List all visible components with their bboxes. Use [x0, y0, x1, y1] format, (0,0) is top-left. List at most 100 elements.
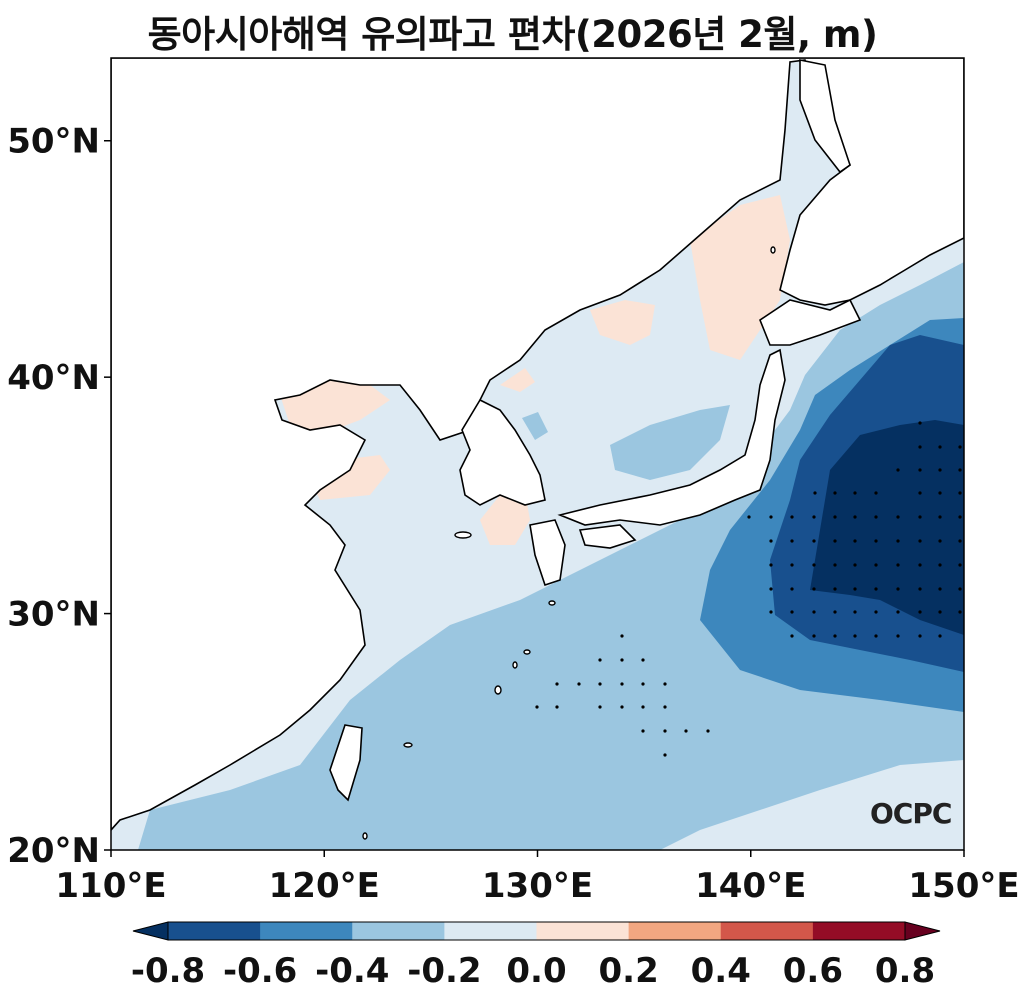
significance-dot: [577, 682, 581, 686]
significance-dot: [938, 610, 942, 614]
x-tick-label: 150°E: [908, 866, 1019, 906]
significance-dot: [663, 705, 667, 709]
significance-dot: [853, 491, 857, 495]
significance-dot: [938, 491, 942, 495]
colorbar-tick-label: -0.4: [315, 951, 389, 991]
significance-dot: [918, 468, 922, 472]
colorbar-segment: [260, 922, 353, 940]
significance-dot: [790, 587, 794, 591]
significance-dot: [896, 563, 900, 567]
anomaly-contour-neg02-patch: [522, 412, 548, 440]
land-sakhalin: [799, 59, 851, 174]
significance-dot: [918, 445, 922, 449]
land-japan-kyushu: [529, 519, 566, 587]
significance-dot: [938, 515, 942, 519]
significance-dot: [874, 539, 878, 543]
significance-dot: [620, 634, 624, 638]
significance-dot: [958, 587, 962, 591]
significance-dot: [958, 491, 962, 495]
colorbar-tick-label: -0.6: [223, 951, 297, 991]
significance-dot: [620, 682, 624, 686]
colorbar-segment: [720, 922, 814, 940]
significance-dot: [684, 729, 688, 733]
significance-dot: [938, 563, 942, 567]
significance-dot: [663, 682, 667, 686]
land-japan-shikoku: [578, 524, 637, 549]
significance-dot: [790, 539, 794, 543]
significance-dot: [813, 491, 817, 495]
significance-dot: [938, 445, 942, 449]
x-tick-label: 140°E: [695, 866, 806, 906]
significance-dot: [958, 539, 962, 543]
significance-dot: [896, 515, 900, 519]
significance-dot: [918, 587, 922, 591]
significance-dot: [790, 563, 794, 567]
significance-dot: [918, 539, 922, 543]
colorbar-segment: [812, 922, 906, 940]
colorbar-segment: [168, 922, 261, 940]
x-tick-label: 120°E: [269, 866, 380, 906]
anomaly-contour-pos00-d: [310, 455, 390, 500]
small-islands: [362, 246, 776, 840]
colorbar-tick-label: -0.2: [407, 951, 481, 991]
colorbar: [132, 921, 941, 941]
significance-dot: [874, 491, 878, 495]
anomaly-contour-pos00-e: [480, 492, 530, 545]
significance-dot: [833, 515, 837, 519]
colorbar-ticks: -0.8 -0.6 -0.4 -0.2 0.0 0.2 0.4 0.6 0.8: [131, 951, 935, 991]
significance-stippling: [535, 421, 962, 757]
significance-dot: [833, 610, 837, 614]
y-tick-label: 20°N: [7, 831, 100, 871]
significance-dot: [747, 515, 751, 519]
significance-dot: [896, 468, 900, 472]
anomaly-contour-pos00-f: [500, 368, 535, 392]
significance-dot: [555, 705, 559, 709]
significance-dot: [918, 421, 922, 425]
significance-dot: [769, 610, 773, 614]
anomaly-contour-neg02-sea: [610, 405, 730, 480]
significance-dot: [874, 587, 878, 591]
colorbar-segment: [536, 922, 630, 940]
ocpc-logo: OCPC: [870, 797, 952, 830]
significance-dot: [958, 563, 962, 567]
significance-dot: [620, 705, 624, 709]
y-tick-label: 30°N: [7, 595, 100, 635]
significance-dot: [938, 468, 942, 472]
colorbar-segment: [628, 922, 722, 940]
significance-dot: [918, 610, 922, 614]
significance-dot: [833, 563, 837, 567]
significance-dot: [896, 539, 900, 543]
significance-dot: [874, 563, 878, 567]
significance-dot: [874, 634, 878, 638]
significance-dot: [918, 563, 922, 567]
significance-dot: [790, 634, 794, 638]
colorbar-extend-high: [904, 921, 941, 941]
significance-dot: [896, 634, 900, 638]
significance-dot: [853, 515, 857, 519]
significance-dot: [918, 515, 922, 519]
y-tick-label: 40°N: [7, 358, 100, 398]
significance-dot: [958, 515, 962, 519]
significance-dot: [958, 610, 962, 614]
significance-dot: [958, 468, 962, 472]
significance-dot: [769, 539, 773, 543]
y-axis-ticks: 20°N 30°N 40°N 50°N: [7, 122, 111, 871]
significance-dot: [620, 658, 624, 662]
significance-dot: [833, 634, 837, 638]
x-axis-ticks: 110°E 120°E 130°E 140°E 150°E: [55, 850, 1020, 906]
significance-dot: [938, 539, 942, 543]
x-tick-label: 110°E: [55, 866, 166, 906]
significance-dot: [812, 634, 816, 638]
significance-dot: [896, 610, 900, 614]
colorbar-tick-label: 0.8: [875, 951, 935, 991]
significance-dot: [812, 563, 816, 567]
significance-dot: [833, 539, 837, 543]
significance-dot: [812, 587, 816, 591]
map-title: 동아시아해역 유의파고 편차(2026년 2월, m): [147, 13, 878, 56]
significance-dot: [833, 587, 837, 591]
colorbar-extend-low: [132, 921, 169, 941]
significance-dot: [535, 705, 539, 709]
significance-dot: [896, 587, 900, 591]
significance-dot: [853, 563, 857, 567]
